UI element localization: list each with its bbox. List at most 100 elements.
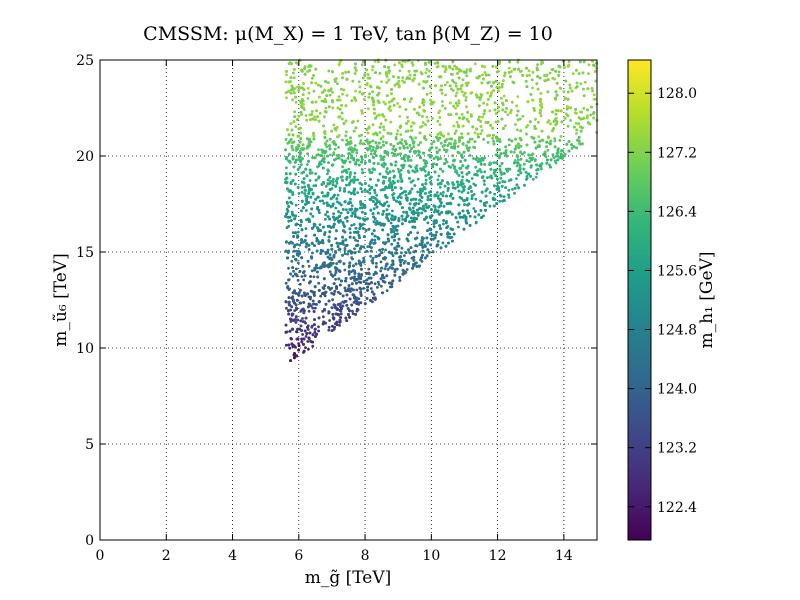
scatter-point xyxy=(355,288,359,292)
scatter-point xyxy=(304,114,308,117)
scatter-point xyxy=(324,184,328,188)
scatter-point xyxy=(445,226,448,230)
scatter-point xyxy=(340,87,343,91)
scatter-point xyxy=(306,152,309,156)
scatter-point xyxy=(301,333,304,336)
scatter-point xyxy=(298,243,302,247)
scatter-point xyxy=(432,225,436,229)
scatter-point xyxy=(548,163,551,167)
scatter-point xyxy=(536,63,539,66)
scatter-point xyxy=(334,277,337,281)
scatter-point xyxy=(328,253,332,257)
scatter-point xyxy=(399,133,403,137)
scatter-point xyxy=(442,222,445,226)
scatter-point xyxy=(381,140,385,144)
scatter-point xyxy=(457,101,461,105)
scatter-point xyxy=(284,80,288,84)
scatter-point xyxy=(307,309,311,313)
scatter-point xyxy=(518,117,522,121)
scatter-point xyxy=(380,80,383,83)
scatter-point xyxy=(454,94,458,98)
scatter-point xyxy=(396,129,400,133)
scatter-point xyxy=(306,86,310,90)
scatter-point xyxy=(298,282,302,286)
scatter-point xyxy=(427,69,431,73)
scatter-point xyxy=(338,242,341,246)
scatter-point xyxy=(493,192,496,196)
scatter-point xyxy=(400,251,403,255)
scatter-point xyxy=(399,196,403,200)
scatter-point xyxy=(488,204,492,208)
scatter-point xyxy=(564,112,568,116)
scatter-point xyxy=(498,148,502,152)
scatter-point xyxy=(321,199,324,203)
scatter-point xyxy=(343,268,347,272)
scatter-point xyxy=(512,150,516,154)
scatter-point xyxy=(482,138,486,141)
scatter-point xyxy=(515,164,519,168)
scatter-point xyxy=(358,206,362,210)
scatter-point xyxy=(374,197,378,201)
scatter-point xyxy=(474,165,478,169)
scatter-point xyxy=(338,324,341,327)
scatter-point xyxy=(455,171,459,175)
scatter-point xyxy=(312,201,316,205)
scatter-point xyxy=(571,72,575,75)
scatter-point xyxy=(546,148,550,152)
scatter-point xyxy=(318,223,322,227)
scatter-point xyxy=(398,69,402,73)
scatter-point xyxy=(292,76,296,80)
scatter-point xyxy=(483,156,487,160)
scatter-point xyxy=(528,160,531,164)
scatter-point xyxy=(318,111,322,115)
scatter-point xyxy=(513,191,516,195)
scatter-point xyxy=(355,151,359,155)
scatter-point xyxy=(438,123,442,126)
scatter-point xyxy=(382,100,386,104)
scatter-point xyxy=(498,154,501,158)
scatter-point xyxy=(454,106,457,110)
scatter-point xyxy=(371,258,374,262)
scatter-point xyxy=(371,155,375,159)
scatter-point xyxy=(539,114,543,118)
scatter-point xyxy=(405,268,409,271)
scatter-point xyxy=(582,107,586,110)
scatter-point xyxy=(474,220,478,224)
scatter-point xyxy=(393,83,397,87)
scatter-point xyxy=(523,151,526,154)
scatter-point xyxy=(552,120,556,123)
scatter-point xyxy=(497,189,501,193)
scatter-point xyxy=(426,221,430,225)
scatter-point xyxy=(511,187,514,191)
scatter-point xyxy=(553,139,557,143)
scatter-point xyxy=(313,266,317,270)
scatter-point xyxy=(341,92,344,96)
scatter-point xyxy=(287,219,291,223)
scatter-point xyxy=(371,123,375,126)
scatter-point xyxy=(288,346,292,350)
scatter-point xyxy=(350,204,354,208)
scatter-point xyxy=(414,211,418,215)
scatter-point xyxy=(305,118,308,122)
scatter-point xyxy=(515,113,519,117)
scatter-point xyxy=(341,138,344,142)
scatter-point xyxy=(332,177,335,181)
scatter-point xyxy=(312,89,316,93)
scatter-point xyxy=(353,175,356,179)
scatter-point xyxy=(377,283,381,286)
scatter-point xyxy=(457,99,461,102)
scatter-point xyxy=(417,143,420,147)
scatter-point xyxy=(291,274,295,278)
scatter-point xyxy=(515,177,518,181)
scatter-point xyxy=(372,207,376,211)
scatter-point xyxy=(379,260,383,264)
scatter-point xyxy=(441,241,445,245)
scatter-point xyxy=(354,207,357,211)
scatter-point xyxy=(506,167,510,171)
scatter-point xyxy=(362,256,365,260)
scatter-point xyxy=(507,196,511,199)
scatter-point xyxy=(335,177,339,181)
scatter-point xyxy=(470,177,474,180)
scatter-point xyxy=(428,98,432,102)
